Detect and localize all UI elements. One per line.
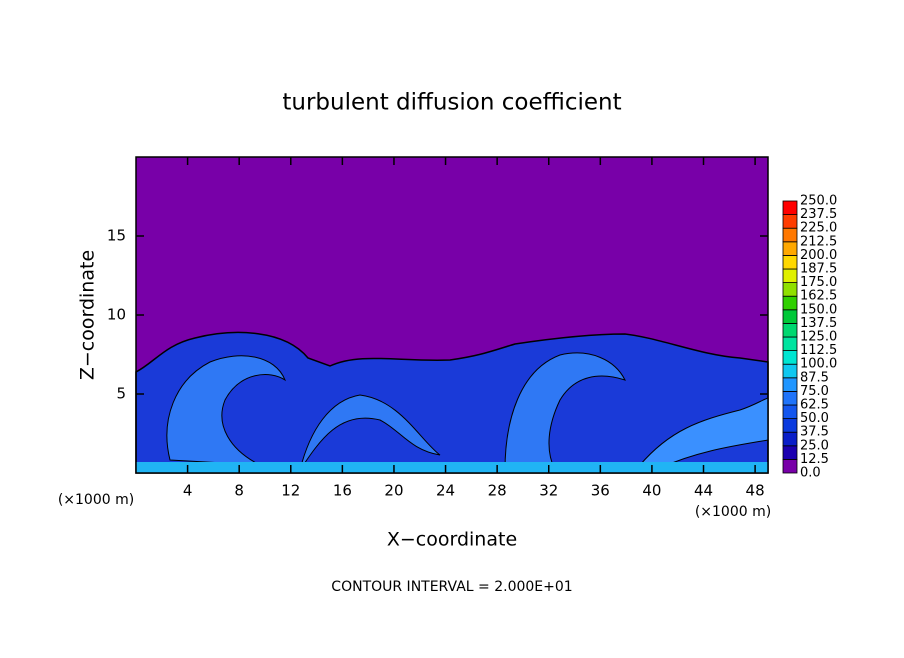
colorbar-cell <box>782 214 798 229</box>
x-tick-label: 36 <box>591 482 610 500</box>
colorbar-cell <box>782 445 798 460</box>
annotation: CONTOUR INTERVAL = 2.000E+01 <box>331 579 572 595</box>
colorbar-label: 187.5 <box>800 262 837 277</box>
colorbar-cell <box>782 227 798 243</box>
x-tick-label: 16 <box>333 482 352 500</box>
field-swirl <box>166 355 287 466</box>
field-swirl <box>299 394 441 471</box>
colorbar-label: 162.5 <box>800 289 837 304</box>
colorbar-cell <box>782 322 798 338</box>
colorbar-cell <box>782 282 798 297</box>
colorbar-label: 75.0 <box>800 384 829 399</box>
x-tick-label: 20 <box>384 482 403 500</box>
colorbar-cell <box>782 295 798 311</box>
colorbar-cell <box>782 200 798 216</box>
field-swirl <box>504 352 626 471</box>
colorbar-cell <box>782 241 798 256</box>
x-tick-label: 44 <box>694 482 713 500</box>
colorbar-cell <box>782 336 798 352</box>
x-axis-label: X−coordinate <box>387 529 517 551</box>
x-tick-label: 32 <box>539 482 558 500</box>
colorbar-label: 87.5 <box>800 370 829 385</box>
colorbar-label: 0.0 <box>800 466 821 481</box>
colorbar-label: 112.5 <box>800 343 837 358</box>
colorbar-cell <box>782 431 798 447</box>
x-tick-label: 24 <box>436 482 455 500</box>
x-tick-label: 40 <box>642 482 661 500</box>
colorbar-label: 62.5 <box>800 398 829 413</box>
colorbar-label: 200.0 <box>800 248 837 263</box>
colorbar-label: 137.5 <box>800 316 837 331</box>
colorbar-cell <box>782 418 798 433</box>
colorbar-label: 100.0 <box>800 357 837 372</box>
x-tick-label: 48 <box>746 482 765 500</box>
x-tick-label: 4 <box>183 482 193 500</box>
y-axis-label: Z−coordinate <box>77 250 99 380</box>
field-surface <box>136 462 768 473</box>
field <box>135 157 769 474</box>
field-swirl <box>639 397 769 469</box>
colorbar-label: 25.0 <box>800 438 829 453</box>
x-unit: (×1000 m) <box>695 504 771 520</box>
colorbar-cell <box>782 309 798 324</box>
colorbar-label: 125.0 <box>800 330 837 345</box>
colorbar-label: 175.0 <box>800 275 837 290</box>
x-tick-label: 12 <box>281 482 300 500</box>
colorbar-cell <box>782 254 798 270</box>
colorbar-cell <box>782 458 798 474</box>
y-unit: (×1000 m) <box>58 492 134 508</box>
colorbar-cell <box>782 390 798 406</box>
colorbar-label: 237.5 <box>800 207 837 222</box>
colorbar-label: 150.0 <box>800 302 837 317</box>
chart-title: turbulent diffusion coefficient <box>282 90 621 116</box>
colorbar-label: 37.5 <box>800 425 829 440</box>
x-tick-label: 8 <box>234 482 244 500</box>
colorbar-cell <box>782 377 798 392</box>
colorbar-label: 212.5 <box>800 234 837 249</box>
colorbar-label: 250.0 <box>800 194 837 209</box>
x-tick-label: 28 <box>488 482 507 500</box>
colorbar-cell <box>782 268 798 284</box>
colorbar-label: 12.5 <box>800 452 829 467</box>
y-tick-label: 10 <box>107 306 126 324</box>
y-tick-label: 5 <box>116 385 126 403</box>
colorbar-cell <box>782 350 798 365</box>
colorbar-cell <box>782 404 798 420</box>
colorbar-cell <box>782 363 798 379</box>
y-tick-label: 15 <box>107 227 126 245</box>
colorbar-label: 225.0 <box>800 221 837 236</box>
colorbar-label: 50.0 <box>800 411 829 426</box>
